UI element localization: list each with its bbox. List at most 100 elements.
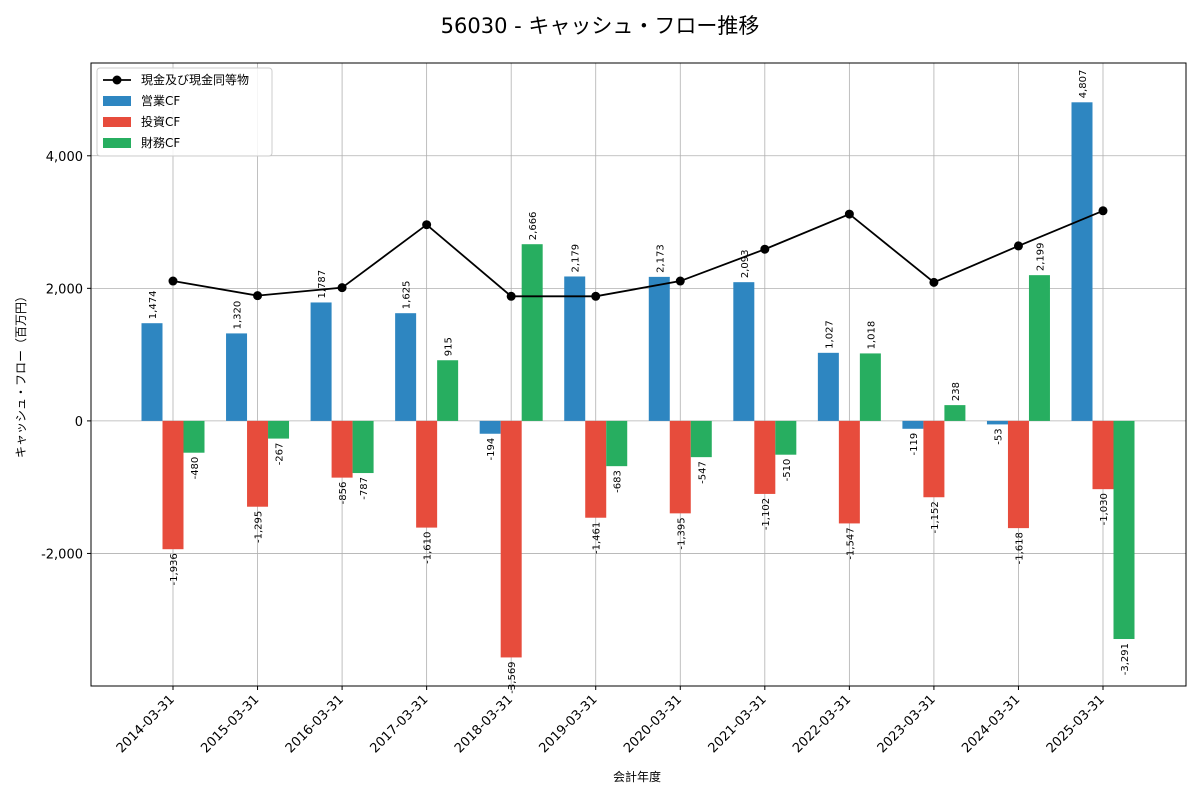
- legend-swatch: [103, 138, 131, 148]
- data-label-営業CF: -53: [993, 428, 1004, 444]
- data-labels: 1,474 1,320 1,787 1,625 -194 2,179 2,173 2,093 1…: [148, 70, 1131, 694]
- cash-line-point: [1098, 206, 1108, 216]
- data-label-財務CF: -547: [697, 461, 708, 484]
- bar-財務CF: [1028, 275, 1050, 421]
- cash-line-point: [844, 209, 854, 219]
- bar-投資CF: [1092, 420, 1114, 490]
- data-label-営業CF: 2,179: [571, 244, 582, 273]
- bar-投資CF: [838, 420, 860, 524]
- bar-財務CF: [775, 420, 797, 455]
- legend-swatch: [103, 117, 131, 127]
- legend-label: 現金及び現金同等物: [141, 72, 249, 87]
- bar-営業CF: [902, 420, 924, 429]
- data-label-投資CF: -856: [338, 482, 349, 505]
- bar-営業CF: [141, 323, 163, 421]
- data-label-財務CF: 238: [951, 382, 962, 401]
- data-label-投資CF: -1,295: [254, 511, 265, 543]
- cash-line-point: [337, 283, 347, 293]
- bar-営業CF: [986, 420, 1008, 425]
- cash-line-point: [168, 276, 178, 286]
- plot-frame: [90, 62, 1187, 687]
- bar-営業CF: [395, 313, 417, 421]
- cash-line-point: [253, 291, 263, 301]
- bar-投資CF: [416, 420, 438, 528]
- bar-財務CF: [268, 420, 290, 439]
- x-tick-label: 2023-03-31: [875, 692, 939, 756]
- cash-line-point: [675, 276, 685, 286]
- bar-営業CF: [479, 420, 501, 434]
- y-tick-label: 2,000: [46, 282, 83, 297]
- data-label-財務CF: -787: [359, 477, 370, 500]
- data-label-投資CF: -3,569: [507, 661, 518, 693]
- cash-line-point: [929, 277, 939, 287]
- cash-line-point: [591, 291, 601, 301]
- legend-label: 財務CF: [141, 135, 180, 150]
- bar-投資CF: [585, 420, 607, 518]
- data-label-営業CF: 2,173: [655, 244, 666, 273]
- legend-marker-swatch: [112, 75, 122, 85]
- y-tick-label: 0: [75, 415, 83, 430]
- bar-投資CF: [500, 420, 522, 658]
- x-tick-label: 2016-03-31: [283, 692, 347, 756]
- data-label-財務CF: 1,018: [866, 321, 877, 350]
- bar-営業CF: [226, 333, 248, 421]
- data-label-投資CF: -1,618: [1014, 532, 1025, 564]
- data-label-投資CF: -1,610: [423, 532, 434, 564]
- data-label-財務CF: -3,291: [1120, 643, 1131, 675]
- x-axis-label: 会計年度: [613, 769, 661, 784]
- data-label-財務CF: -683: [613, 470, 624, 493]
- data-label-財務CF: 915: [444, 337, 455, 356]
- bars: [141, 102, 1135, 658]
- y-tick-label: 4,000: [46, 150, 83, 165]
- bar-投資CF: [754, 420, 776, 494]
- data-label-投資CF: -1,030: [1099, 493, 1110, 525]
- data-label-財務CF: -480: [190, 457, 201, 480]
- x-tick-label: 2022-03-31: [790, 692, 854, 756]
- x-tick-label: 2017-03-31: [367, 692, 431, 756]
- bar-投資CF: [1007, 420, 1029, 529]
- x-tick-label: 2021-03-31: [706, 692, 770, 756]
- x-tick-label: 2024-03-31: [959, 692, 1023, 756]
- data-label-投資CF: -1,152: [930, 501, 941, 533]
- x-tick-label: 2019-03-31: [537, 692, 601, 756]
- data-label-営業CF: -194: [486, 438, 497, 461]
- y-tick-label: -2,000: [41, 547, 83, 562]
- bar-営業CF: [733, 282, 755, 421]
- data-label-営業CF: 1,625: [402, 281, 413, 310]
- bar-投資CF: [669, 420, 691, 514]
- cash-line-point: [422, 220, 432, 230]
- cash-line-point: [760, 244, 770, 254]
- data-label-投資CF: -1,102: [761, 498, 772, 530]
- data-label-財務CF: 2,199: [1035, 243, 1046, 272]
- legend-box: [96, 67, 273, 157]
- data-label-営業CF: 1,787: [317, 270, 328, 299]
- bar-投資CF: [331, 420, 353, 478]
- data-label-財務CF: 2,666: [528, 212, 539, 241]
- data-label-財務CF: -267: [275, 443, 286, 466]
- legend-label: 営業CF: [141, 94, 180, 108]
- chart-title: 56030 - キャッシュ・フロー推移: [441, 14, 760, 38]
- data-label-営業CF: -119: [909, 433, 920, 456]
- data-label-投資CF: -1,395: [676, 517, 687, 549]
- bar-財務CF: [690, 420, 712, 458]
- data-label-営業CF: 1,474: [148, 291, 159, 320]
- bar-投資CF: [923, 420, 945, 498]
- bar-財務CF: [606, 420, 628, 467]
- bar-営業CF: [817, 352, 839, 421]
- x-tick-label: 2020-03-31: [621, 692, 685, 756]
- cash-line-path: [172, 209, 1104, 298]
- bar-財務CF: [944, 405, 966, 421]
- bar-財務CF: [1113, 420, 1135, 640]
- bar-営業CF: [648, 276, 670, 421]
- bar-営業CF: [1071, 102, 1093, 421]
- axis-ticks: -2,000 0 2,000 4,000 2014-03-31 2015-03-31 201…: [41, 150, 1108, 756]
- bar-営業CF: [564, 276, 586, 421]
- bar-営業CF: [310, 302, 332, 421]
- bar-財務CF: [352, 420, 374, 474]
- bar-財務CF: [859, 353, 881, 421]
- legend-label: 投資CF: [141, 114, 180, 129]
- bar-財務CF: [437, 360, 459, 421]
